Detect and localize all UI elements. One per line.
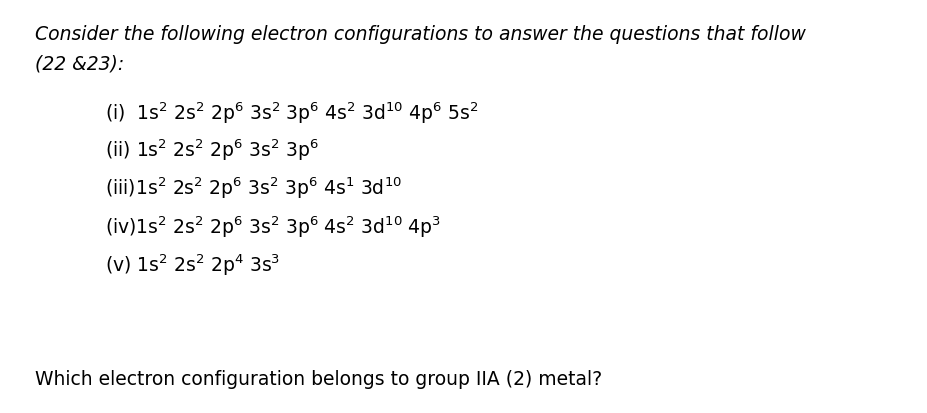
Text: (v) 1s$^{2}$ 2s$^{2}$ 2p$^{4}$ 3s$^{3}$: (v) 1s$^{2}$ 2s$^{2}$ 2p$^{4}$ 3s$^{3}$ bbox=[105, 252, 280, 277]
Text: (iv)1s$^{2}$ 2s$^{2}$ 2p$^{6}$ 3s$^{2}$ 3p$^{6}$ 4s$^{2}$ 3d$^{10}$ 4p$^{3}$: (iv)1s$^{2}$ 2s$^{2}$ 2p$^{6}$ 3s$^{2}$ … bbox=[105, 214, 441, 239]
Text: (ii) 1s$^{2}$ 2s$^{2}$ 2p$^{6}$ 3s$^{2}$ 3p$^{6}$: (ii) 1s$^{2}$ 2s$^{2}$ 2p$^{6}$ 3s$^{2}$… bbox=[105, 138, 319, 163]
Text: (22 &23):: (22 &23): bbox=[35, 55, 124, 74]
Text: Which electron configuration belongs to group IIA (2) metal?: Which electron configuration belongs to … bbox=[35, 369, 603, 388]
Text: (iii)1s$^{2}$ 2s$^{2}$ 2p$^{6}$ 3s$^{2}$ 3p$^{6}$ 4s$^{1}$ 3d$^{10}$: (iii)1s$^{2}$ 2s$^{2}$ 2p$^{6}$ 3s$^{2}$… bbox=[105, 176, 402, 201]
Text: (i)  1s$^{2}$ 2s$^{2}$ 2p$^{6}$ 3s$^{2}$ 3p$^{6}$ 4s$^{2}$ 3d$^{10}$ 4p$^{6}$ 5s: (i) 1s$^{2}$ 2s$^{2}$ 2p$^{6}$ 3s$^{2}$ … bbox=[105, 100, 478, 125]
Text: Consider the following electron configurations to answer the questions that foll: Consider the following electron configur… bbox=[35, 25, 806, 44]
